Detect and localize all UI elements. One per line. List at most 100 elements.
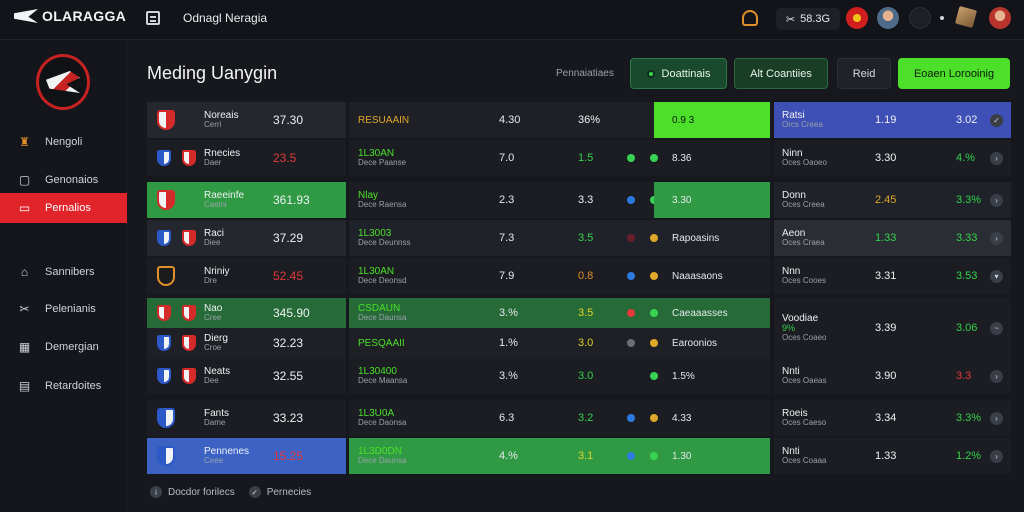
- chevron-icon[interactable]: ›: [990, 449, 1003, 463]
- odds-a[interactable]: 7.0: [499, 152, 515, 164]
- highlight-cell[interactable]: [654, 102, 770, 138]
- table-row[interactable]: Nriniy Dre 52.45: [147, 258, 346, 294]
- chevron-icon[interactable]: ›: [990, 151, 1003, 165]
- odds-b[interactable]: 3.3%: [956, 194, 982, 206]
- odds-a[interactable]: 1.33: [875, 232, 897, 244]
- odds-b[interactable]: 3.02: [956, 114, 978, 126]
- odds-a[interactable]: 3.%: [499, 307, 518, 319]
- chevron-icon[interactable]: ›: [990, 193, 1003, 207]
- odds-a[interactable]: 3.%: [499, 370, 518, 382]
- odds-a[interactable]: 6.3: [499, 412, 515, 424]
- table-row[interactable]: Dierg Croe 32.23: [147, 328, 346, 358]
- table-row[interactable]: 1L3U0A Dece Daonsa 6.3 3.2 4.33: [349, 400, 770, 436]
- chevron-icon[interactable]: ›: [990, 369, 1003, 383]
- table-row[interactable]: Nao Cree 345.90: [147, 298, 346, 328]
- menu-icon[interactable]: [146, 11, 160, 25]
- table-row[interactable]: Donn Oces Creea 2.45 3.3% ›: [774, 182, 1011, 218]
- legend-item[interactable]: i Docdor forilecs: [150, 486, 235, 498]
- more-icon[interactable]: [940, 16, 944, 20]
- flag-icon[interactable]: [846, 7, 868, 29]
- avatar[interactable]: [877, 7, 899, 29]
- table-row[interactable]: PESQAAII 1.% 3.0 Earoonios: [349, 328, 770, 358]
- legend-item[interactable]: ✓ Pernecies: [248, 486, 311, 498]
- odds-a[interactable]: 7.3: [499, 232, 515, 244]
- reset-button[interactable]: Reid: [837, 58, 891, 89]
- odds-b[interactable]: 3.3: [578, 194, 594, 206]
- sidebar-item[interactable]: ▭ Pernalios: [0, 193, 127, 223]
- table-row[interactable]: Roeis Oces Caeso 3.34 3.3% ›: [774, 400, 1011, 436]
- odds-b[interactable]: 3.0: [578, 337, 594, 349]
- table-row[interactable]: Voodiae 9% Oces Coaeo 3.39 3.06 ~: [774, 298, 1011, 358]
- table-row[interactable]: Neats Dee 32.55: [147, 358, 346, 394]
- odds-a[interactable]: 4.%: [499, 450, 518, 462]
- table-row[interactable]: Ninn Oces Oaoeo 3.30 4.% ›: [774, 140, 1011, 176]
- sidebar-item[interactable]: ✂ Pelenianis: [0, 294, 127, 324]
- chevron-icon[interactable]: ~: [990, 321, 1003, 335]
- primary-filter-button[interactable]: Doattinais: [630, 58, 727, 89]
- odds-b[interactable]: 3.1: [578, 450, 594, 462]
- user-avatar[interactable]: [989, 7, 1011, 29]
- table-row[interactable]: Nnn Oces Cooes 3.31 3.53 ▾: [774, 258, 1011, 294]
- odds-b[interactable]: 3.2: [578, 412, 594, 424]
- table-row[interactable]: Nnti Oces Oaeas 3.90 3.3 ›: [774, 358, 1011, 394]
- odds-b[interactable]: 4.%: [956, 152, 975, 164]
- table-row[interactable]: Fants Dame 33.23: [147, 400, 346, 436]
- odds-a[interactable]: 3.30: [875, 152, 897, 164]
- odds-b[interactable]: 3.0: [578, 370, 594, 382]
- balance-chip[interactable]: ✂ 58.3G: [776, 8, 840, 30]
- odds-a[interactable]: 4.30: [499, 114, 521, 126]
- odds-a[interactable]: 3.34: [875, 412, 897, 424]
- table-row[interactable]: 1L3D0DN Dece Daunsa 4.% 3.1 1.30: [349, 438, 770, 474]
- odds-b[interactable]: 3.53: [956, 270, 978, 282]
- odds-a[interactable]: 1.33: [875, 450, 897, 462]
- odds-a[interactable]: 1.%: [499, 337, 518, 349]
- table-row[interactable]: 1L30AN Dece Deonsd 7.9 0.8 Naaasaons: [349, 258, 770, 294]
- odds-b[interactable]: 3.5: [578, 307, 594, 319]
- sidebar-item[interactable]: ▢ Genonaios: [0, 165, 127, 195]
- odds-b[interactable]: 3.3%: [956, 412, 982, 424]
- table-row[interactable]: CSDAUN Dece Daunsa 3.% 3.5 Caeaaasses: [349, 298, 770, 328]
- cube-icon[interactable]: [954, 5, 978, 29]
- table-row[interactable]: Pennenes Ceee 15.25: [147, 438, 346, 474]
- table-row[interactable]: Aeon Oces Craea 1.33 3.33 ›: [774, 220, 1011, 256]
- table-row[interactable]: RESUAAIN 4.30 36% 0.9 3: [349, 102, 770, 138]
- odds-b[interactable]: 0.8: [578, 270, 594, 282]
- odds-b[interactable]: 36%: [578, 114, 601, 126]
- table-row[interactable]: Ratsi Orcs Creea 1.19 3.02 ✓: [774, 102, 1011, 138]
- odds-a[interactable]: 3.31: [875, 270, 897, 282]
- table-row[interactable]: Nnti Oces Coaaa 1.33 1.2% ›: [774, 438, 1011, 474]
- theme-toggle-icon[interactable]: [909, 7, 931, 29]
- odds-a[interactable]: 3.39: [875, 322, 897, 334]
- chevron-icon[interactable]: ›: [990, 231, 1003, 245]
- secondary-filter-button[interactable]: Alt Coantiies: [734, 58, 828, 89]
- odds-a[interactable]: 1.19: [875, 114, 897, 126]
- odds-a[interactable]: 2.45: [875, 194, 897, 206]
- sidebar-item[interactable]: ⌂ Sannibers: [0, 257, 127, 287]
- table-row[interactable]: Raci Diee 37.29: [147, 220, 346, 256]
- app-logo[interactable]: OLARAGGA: [14, 8, 126, 24]
- table-row[interactable]: Rnecies Daer 23.5: [147, 140, 346, 176]
- chevron-icon[interactable]: ›: [990, 411, 1003, 425]
- table-row[interactable]: 1L30400 Dece Maansa 3.% 3.0 1.5%: [349, 358, 770, 394]
- odds-b[interactable]: 3.33: [956, 232, 978, 244]
- table-row[interactable]: Nlay Dece Raensa 2.3 3.3 3.30: [349, 182, 770, 218]
- chevron-icon[interactable]: ▾: [990, 269, 1003, 283]
- odds-b[interactable]: 1.5: [578, 152, 594, 164]
- table-row[interactable]: 1L3003 Dece Deunnss 7.3 3.5 Rapoasins: [349, 220, 770, 256]
- table-row[interactable]: Raeeinfe Caeini 361.93: [147, 182, 346, 218]
- chevron-icon[interactable]: ✓: [990, 113, 1003, 127]
- odds-a[interactable]: 2.3: [499, 194, 515, 206]
- odds-b[interactable]: 3.3: [956, 370, 972, 382]
- sidebar-item[interactable]: ▤ Retardoites: [0, 371, 127, 401]
- table-row[interactable]: Noreais Cerri 37.30: [147, 102, 346, 138]
- odds-b[interactable]: 3.5: [578, 232, 594, 244]
- odds-a[interactable]: 3.90: [875, 370, 897, 382]
- sidebar-item[interactable]: ▦ Demergian: [0, 332, 127, 362]
- action-button[interactable]: Eoaen Lorooinig: [898, 58, 1010, 89]
- odds-b[interactable]: 1.2%: [956, 450, 982, 462]
- odds-b[interactable]: 3.06: [956, 322, 978, 334]
- sidebar-item[interactable]: ♜ Nengoli: [0, 127, 127, 157]
- bell-icon[interactable]: [742, 10, 758, 26]
- table-row[interactable]: 1L30AN Dece Paanse 7.0 1.5 8.36: [349, 140, 770, 176]
- team-badge-icon[interactable]: [36, 54, 90, 110]
